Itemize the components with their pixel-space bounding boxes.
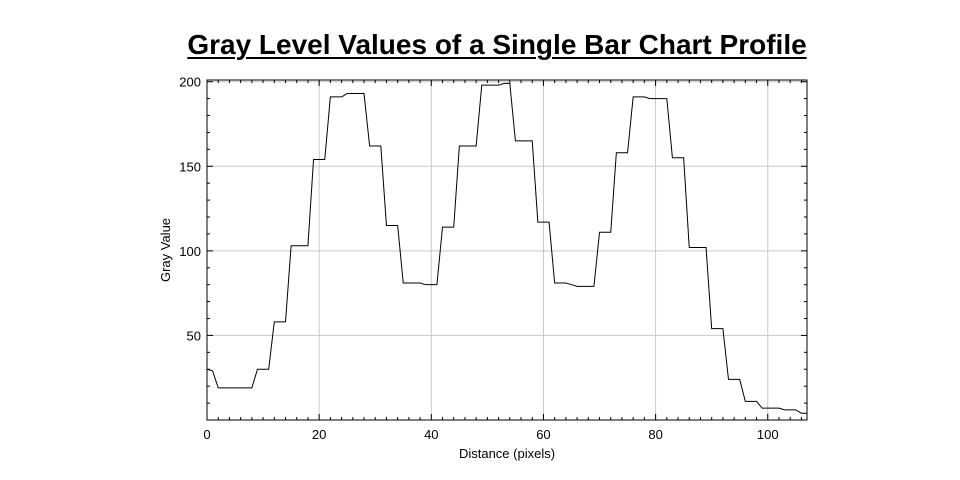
x-tick-label: 80 [648, 427, 662, 442]
major-ticks [206, 80, 807, 420]
x-axis-title: Distance (pixels) [459, 446, 555, 461]
x-tick-label: 40 [424, 427, 438, 442]
y-tick-label: 150 [179, 159, 201, 174]
chart-title: Gray Level Values of a Single Bar Chart … [187, 29, 807, 60]
x-tick-label: 20 [312, 427, 326, 442]
minor-ticks [207, 80, 807, 420]
y-tick-label: 50 [187, 328, 201, 343]
grid-lines [207, 80, 807, 420]
y-axis-title: Gray Value [158, 218, 173, 282]
x-tick-labels: 0 20 40 60 80 100 [203, 427, 778, 442]
x-tick-label: 60 [536, 427, 550, 442]
x-tick-label: 0 [203, 427, 210, 442]
y-tick-label: 100 [179, 244, 201, 259]
x-tick-label: 100 [757, 427, 779, 442]
y-tick-labels: 50 100 150 200 [179, 75, 201, 344]
gray-value-line [206, 82, 807, 414]
y-tick-label: 200 [179, 75, 201, 90]
plot-frame [206, 79, 808, 421]
